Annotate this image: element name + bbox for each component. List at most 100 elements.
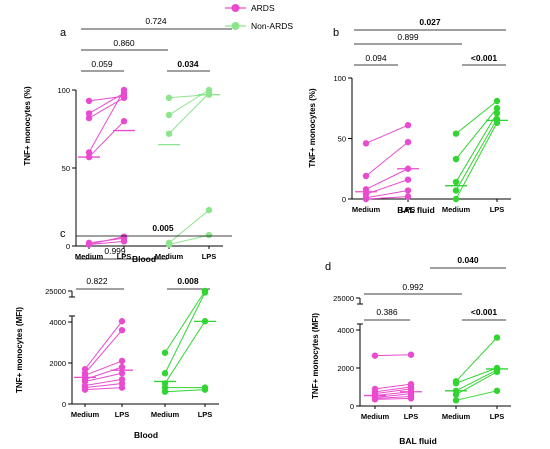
series-ards: [74, 318, 133, 393]
data-point: [161, 349, 169, 356]
paired-line: [88, 240, 125, 245]
paired-line: [84, 383, 123, 389]
x-tick-label: Medium: [155, 252, 184, 261]
paired-line: [455, 337, 498, 382]
y-tick-label: 2000: [337, 364, 354, 373]
y-tick-label: 4000: [49, 318, 66, 327]
paired-line: [374, 388, 412, 395]
data-point: [452, 130, 460, 137]
x-tick-label: LPS: [115, 410, 130, 419]
y-tick-label: 0: [342, 195, 346, 204]
bracket-p-value: 0.005: [152, 223, 174, 233]
y-axis-title: TNF+ monocytes (%): [308, 88, 317, 168]
data-point: [362, 172, 370, 180]
panel-letter: b: [333, 27, 339, 39]
data-point: [452, 195, 460, 203]
y-tick-label: 0: [66, 242, 70, 251]
bracket-p-value: 0.094: [365, 53, 387, 63]
x-tick-label: Medium: [75, 252, 104, 261]
bracket-p-value: 0.992: [402, 282, 424, 292]
paired-line: [455, 100, 498, 135]
y-tick-label: 0: [62, 400, 66, 409]
brackets: 0.027 0.899 0.094 <0.001: [354, 17, 506, 66]
legend-label-ards: ARDS: [251, 3, 275, 13]
data-point: [493, 119, 501, 126]
y-tick-label: 0: [350, 402, 354, 411]
data-point: [404, 121, 412, 129]
paired-line: [164, 292, 206, 374]
paired-line: [84, 387, 123, 391]
bracket-p-value: <0.001: [471, 53, 498, 63]
data-point: [452, 380, 460, 387]
data-point: [362, 140, 370, 147]
y-tick-label: 100: [57, 86, 70, 95]
bracket-p-value: 0.008: [177, 276, 199, 286]
y-tick-label: 2000: [49, 359, 66, 368]
paired-line: [168, 234, 210, 245]
bracket-p-value: 0.386: [376, 307, 398, 317]
paired-line: [84, 360, 123, 376]
paired-line: [365, 141, 409, 177]
data-point: [205, 231, 213, 239]
brackets: 0.724 0.860 0.059 0.034: [81, 16, 232, 72]
paired-line: [84, 378, 123, 387]
data-point: [85, 114, 93, 122]
data-point: [362, 195, 370, 203]
panel-letter: d: [325, 261, 331, 273]
data-point: [371, 396, 379, 403]
data-point: [201, 386, 209, 393]
x-tick-label: Medium: [442, 412, 471, 421]
paired-line: [84, 329, 123, 374]
data-point: [85, 110, 93, 117]
panel-a: a 0.724 0.860 0.059 0.034 TNF+ monocytes…: [23, 16, 232, 264]
series-non-ards: [445, 334, 508, 404]
x-tick-label: LPS: [490, 412, 505, 421]
paired-line: [88, 89, 125, 153]
data-point: [85, 241, 93, 248]
data-point: [205, 206, 213, 214]
paired-line: [365, 124, 409, 144]
data-point: [161, 370, 169, 377]
paired-line: [88, 120, 125, 158]
paired-line: [374, 386, 412, 393]
bracket-p-value: 0.724: [145, 16, 167, 26]
series-non-ards: [445, 97, 508, 203]
paired-line: [374, 383, 412, 390]
data-point: [118, 357, 126, 365]
data-point: [452, 397, 460, 404]
legend-marker-ards: [231, 4, 240, 12]
data-point: [452, 187, 460, 194]
data-point: [85, 149, 93, 156]
panel-d: d 0.040 0.992 0.386 <0.001 TNF+ monocyte…: [311, 255, 511, 446]
legend-item-non-ards: Non-ARDS: [225, 21, 293, 31]
data-point: [118, 370, 126, 377]
x-tick-label: LPS: [117, 252, 132, 261]
bracket-p-value: <0.001: [471, 307, 498, 317]
paired-line: [455, 112, 498, 183]
data-point: [85, 97, 93, 105]
axes: 0 2000 4000 25000 Medium LPS Medium LPS: [333, 294, 511, 421]
x-tick-label: LPS: [401, 205, 416, 214]
data-point: [452, 391, 460, 398]
data-point: [118, 384, 126, 391]
data-point: [165, 94, 173, 102]
paired-line: [84, 320, 123, 370]
y-tick-label: 4000: [337, 326, 354, 335]
data-point: [118, 327, 126, 334]
data-point: [452, 155, 460, 163]
data-point: [362, 186, 370, 193]
legend-item-ards: ARDS: [225, 3, 275, 13]
data-point: [407, 351, 415, 358]
paired-line: [374, 397, 412, 400]
data-point: [493, 387, 501, 394]
paired-line: [168, 89, 210, 116]
series-ards: [78, 86, 135, 248]
data-point: [81, 386, 89, 393]
x-tick-label: Medium: [151, 410, 180, 419]
y-axis-title: TNF+ monocytes (MFI): [311, 313, 320, 399]
data-point: [404, 176, 412, 183]
x-axis-title: BAL fluid: [397, 205, 435, 215]
paired-line: [168, 209, 210, 244]
x-axis-title: BAL fluid: [399, 436, 437, 446]
